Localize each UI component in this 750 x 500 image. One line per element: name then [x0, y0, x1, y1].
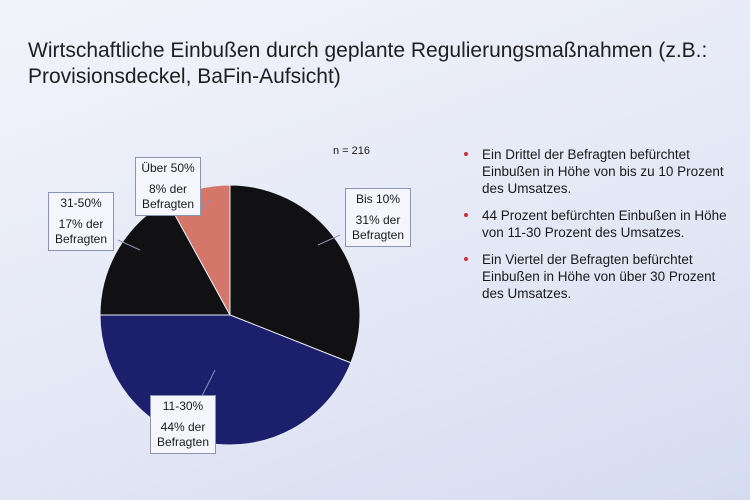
category-label: 31-50% [60, 196, 102, 210]
bullet-item: Ein Viertel der Befragten befürchtet Ein… [462, 251, 737, 302]
bullet-item: 44 Prozent befürchten Einbußen in Höhe v… [462, 207, 737, 241]
data-label: 11-30% 44% der Befragten [150, 395, 216, 454]
category-label: Bis 10% [355, 192, 401, 206]
leader-line [317, 234, 341, 246]
value-label: 17% der Befragten [54, 217, 108, 246]
pie-slice [229, 184, 361, 364]
value-label: 44% der Befragten [156, 420, 210, 449]
data-label: Bis 10% 31% der Befragten [345, 188, 411, 247]
bullet-list: Ein Drittel der Befragten befürchtet Ein… [462, 146, 737, 312]
category-label: 11-30% [162, 399, 204, 413]
bullet-item: Ein Drittel der Befragten befürchtet Ein… [462, 146, 737, 197]
annotation: n = 216 [333, 145, 371, 157]
leader-line [117, 239, 141, 251]
category-label: Über 50% [141, 161, 195, 175]
data-label: 31-50% 17% der Befragten [48, 192, 114, 251]
value-label: 8% der Befragten [141, 182, 195, 211]
slide-title: Wirtschaftliche Einbußen durch geplante … [28, 39, 708, 88]
data-label: Über 50% 8% der Befragten [135, 157, 201, 216]
value-label: 31% der Befragten [351, 213, 405, 242]
